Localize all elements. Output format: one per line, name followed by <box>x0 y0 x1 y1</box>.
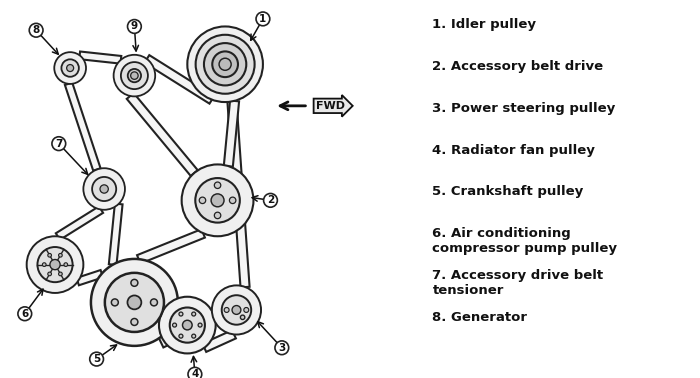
Polygon shape <box>228 101 250 287</box>
Polygon shape <box>159 333 172 347</box>
Circle shape <box>195 178 240 223</box>
Circle shape <box>37 247 73 282</box>
Circle shape <box>121 62 148 89</box>
Circle shape <box>131 319 138 325</box>
Circle shape <box>212 285 261 335</box>
Circle shape <box>105 273 164 332</box>
Circle shape <box>27 236 83 293</box>
Circle shape <box>83 168 125 210</box>
Circle shape <box>198 323 202 327</box>
Circle shape <box>232 305 241 314</box>
Circle shape <box>55 52 86 84</box>
Polygon shape <box>76 270 103 285</box>
Circle shape <box>199 197 206 204</box>
Circle shape <box>179 334 183 338</box>
Circle shape <box>131 72 138 79</box>
Text: 1: 1 <box>259 14 267 24</box>
Text: 6: 6 <box>21 309 29 319</box>
Circle shape <box>159 297 216 353</box>
Circle shape <box>179 312 183 316</box>
Circle shape <box>214 212 220 218</box>
Circle shape <box>212 51 238 77</box>
Circle shape <box>240 315 245 319</box>
Circle shape <box>244 308 248 312</box>
Text: 2: 2 <box>267 195 274 205</box>
Circle shape <box>214 182 220 189</box>
Text: 3: 3 <box>278 343 286 353</box>
Polygon shape <box>224 101 239 167</box>
Circle shape <box>66 65 74 71</box>
Polygon shape <box>144 55 214 104</box>
Circle shape <box>211 194 224 207</box>
Text: 4. Radiator fan pulley: 4. Radiator fan pulley <box>433 144 595 156</box>
Circle shape <box>222 295 251 325</box>
Circle shape <box>224 308 229 312</box>
Circle shape <box>62 59 79 77</box>
Text: 2. Accessory belt drive: 2. Accessory belt drive <box>433 60 603 73</box>
Polygon shape <box>202 330 236 352</box>
Circle shape <box>113 55 155 96</box>
Circle shape <box>195 35 255 94</box>
Text: 8. Generator: 8. Generator <box>433 311 528 324</box>
Text: 9: 9 <box>131 22 138 31</box>
Circle shape <box>204 43 246 85</box>
Text: 5. Crankshaft pulley: 5. Crankshaft pulley <box>433 185 584 198</box>
Circle shape <box>188 26 263 102</box>
Circle shape <box>131 279 138 286</box>
Circle shape <box>91 259 178 346</box>
Circle shape <box>50 260 60 270</box>
Circle shape <box>100 185 108 193</box>
Circle shape <box>173 323 176 327</box>
Circle shape <box>127 296 141 309</box>
Polygon shape <box>127 93 197 176</box>
Text: FWD: FWD <box>316 101 345 111</box>
Circle shape <box>59 272 62 276</box>
Text: 8: 8 <box>32 25 40 35</box>
Polygon shape <box>56 206 103 240</box>
Polygon shape <box>65 82 101 171</box>
Circle shape <box>127 69 141 82</box>
Circle shape <box>230 197 236 204</box>
Circle shape <box>169 308 205 342</box>
Circle shape <box>150 299 158 306</box>
Polygon shape <box>137 229 205 263</box>
Polygon shape <box>79 51 121 64</box>
Circle shape <box>183 320 192 330</box>
Circle shape <box>92 177 116 201</box>
Text: 3. Power steering pulley: 3. Power steering pulley <box>433 102 616 115</box>
Text: 1. Idler pulley: 1. Idler pulley <box>433 19 536 31</box>
Circle shape <box>64 263 68 266</box>
Circle shape <box>48 253 52 257</box>
Text: 4: 4 <box>191 369 199 378</box>
Circle shape <box>192 312 196 316</box>
Circle shape <box>48 272 52 276</box>
Circle shape <box>111 299 118 306</box>
Circle shape <box>219 58 231 70</box>
Circle shape <box>59 253 62 257</box>
Text: 7. Accessory drive belt
tensioner: 7. Accessory drive belt tensioner <box>433 269 603 297</box>
Text: 6. Air conditioning
compressor pump pulley: 6. Air conditioning compressor pump pull… <box>433 227 617 255</box>
Circle shape <box>182 164 253 236</box>
Polygon shape <box>108 204 122 265</box>
Text: 5: 5 <box>93 354 100 364</box>
Circle shape <box>43 263 46 266</box>
Circle shape <box>192 334 196 338</box>
Text: 7: 7 <box>55 139 62 149</box>
